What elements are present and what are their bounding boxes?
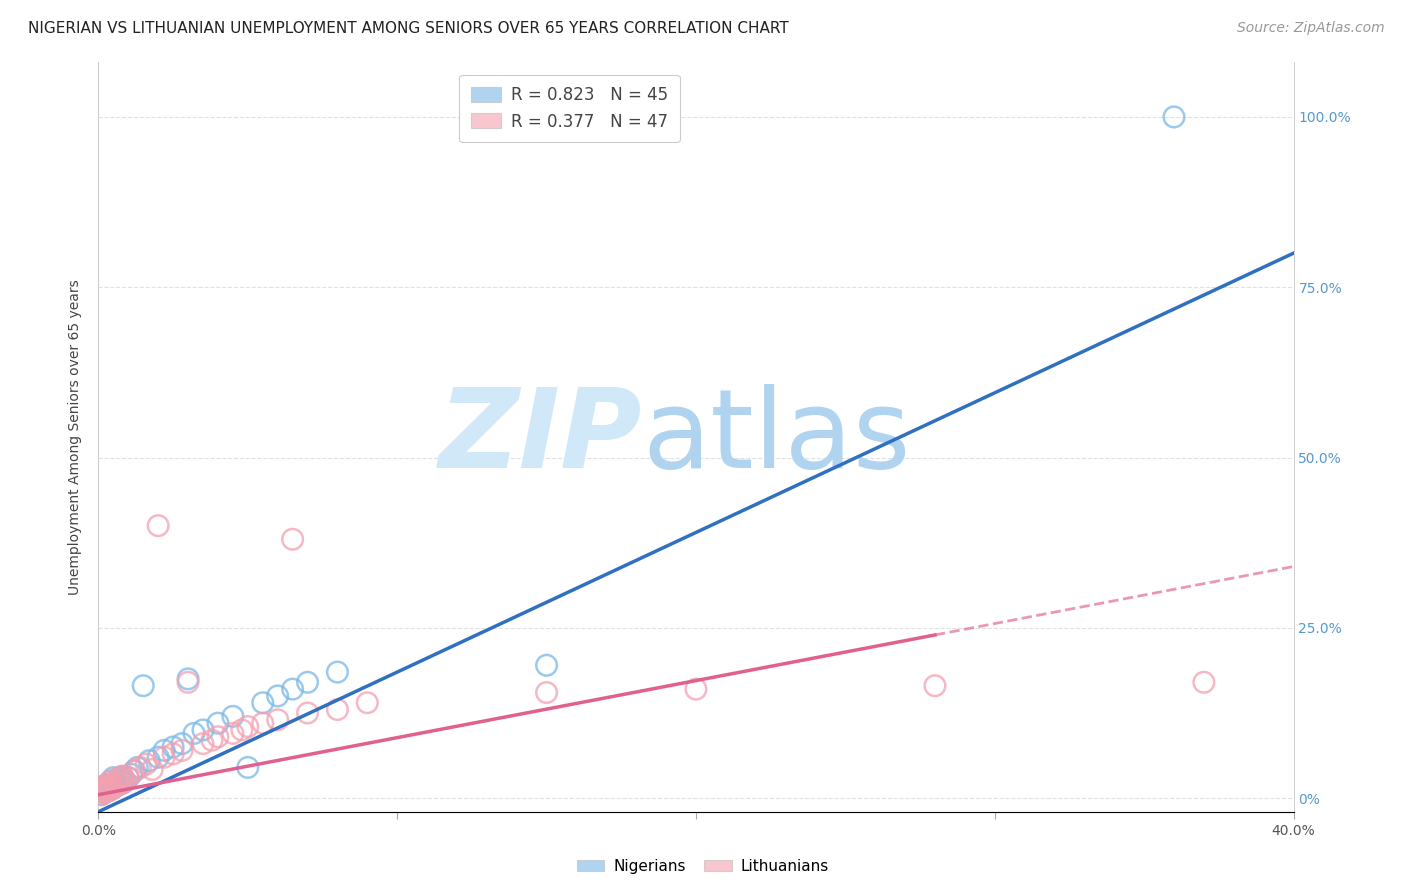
Point (222, 726, 245, 740)
Point (536, 658, 558, 673)
Point (103, 771, 125, 785)
Point (90, 780, 112, 795)
Point (141, 763, 163, 777)
Point (120, 767, 142, 781)
Text: atlas: atlas (643, 384, 911, 491)
Point (536, 685, 558, 699)
Point (108, 777, 131, 791)
Point (108, 771, 131, 785)
Point (96, 777, 118, 791)
Point (177, 672, 200, 686)
Point (207, 730, 229, 744)
Point (108, 771, 131, 785)
Point (96, 784, 118, 798)
Point (93, 786, 115, 800)
Point (90, 780, 112, 795)
Point (105, 779, 128, 793)
Point (924, 679, 946, 693)
Point (267, 713, 290, 727)
Point (103, 777, 125, 791)
Point (124, 764, 146, 778)
Point (148, 518, 170, 533)
Text: NIGERIAN VS LITHUANIAN UNEMPLOYMENT AMONG SENIORS OVER 65 YEARS CORRELATION CHAR: NIGERIAN VS LITHUANIAN UNEMPLOYMENT AMON… (28, 21, 789, 36)
Point (117, 771, 139, 785)
Point (111, 769, 134, 783)
Point (96, 780, 118, 795)
Point (252, 716, 274, 731)
Point (98, 779, 122, 793)
Point (1192, 675, 1215, 690)
Point (98, 774, 122, 789)
Point (153, 750, 176, 764)
Point (267, 689, 290, 703)
Point (129, 760, 152, 774)
Point (108, 777, 131, 791)
Point (148, 750, 170, 764)
Point (105, 779, 128, 793)
Point (90, 784, 112, 798)
Point (103, 780, 125, 795)
Point (132, 679, 155, 693)
Point (98, 779, 122, 793)
Point (127, 760, 149, 774)
Point (162, 739, 184, 754)
Point (93, 779, 115, 793)
Point (231, 723, 253, 737)
Point (191, 723, 214, 737)
Legend: R = 0.823   N = 45, R = 0.377   N = 47: R = 0.823 N = 45, R = 0.377 N = 47 (460, 75, 679, 142)
Text: ZIP: ZIP (439, 384, 643, 491)
Text: Source: ZipAtlas.com: Source: ZipAtlas.com (1237, 21, 1385, 35)
Point (183, 726, 205, 740)
Point (93, 786, 115, 800)
Point (90, 788, 112, 802)
Point (105, 774, 128, 789)
Point (172, 743, 194, 757)
Point (103, 777, 125, 791)
Legend: Nigerians, Lithuanians: Nigerians, Lithuanians (571, 853, 835, 880)
Point (98, 783, 122, 797)
Point (236, 720, 259, 734)
Point (93, 783, 115, 797)
Point (105, 774, 128, 789)
Point (98, 774, 122, 789)
Point (93, 783, 115, 797)
Point (326, 702, 349, 716)
Point (103, 780, 125, 795)
Point (252, 696, 274, 710)
Point (90, 788, 112, 802)
Point (172, 737, 194, 751)
Point (281, 682, 304, 697)
Point (177, 675, 200, 690)
Point (281, 533, 304, 547)
Point (207, 716, 229, 731)
Point (96, 784, 118, 798)
Y-axis label: Unemployment Among Seniors over 65 years: Unemployment Among Seniors over 65 years (69, 279, 83, 595)
Point (90, 784, 112, 798)
Point (297, 675, 319, 690)
Point (111, 776, 134, 790)
Point (153, 743, 176, 757)
Point (201, 733, 224, 747)
Point (111, 769, 134, 783)
Point (114, 774, 136, 789)
Point (111, 776, 134, 790)
Point (98, 783, 122, 797)
Point (191, 737, 214, 751)
Point (685, 682, 707, 697)
Point (222, 709, 245, 723)
Point (162, 747, 184, 761)
Point (114, 774, 136, 789)
Point (96, 777, 118, 791)
Point (135, 757, 157, 772)
Point (297, 706, 319, 720)
Point (1163, 110, 1185, 124)
Point (93, 779, 115, 793)
Point (124, 764, 146, 778)
Point (96, 780, 118, 795)
Point (117, 771, 139, 785)
Point (326, 665, 349, 679)
Point (236, 760, 259, 774)
Point (138, 754, 160, 768)
Point (356, 696, 378, 710)
